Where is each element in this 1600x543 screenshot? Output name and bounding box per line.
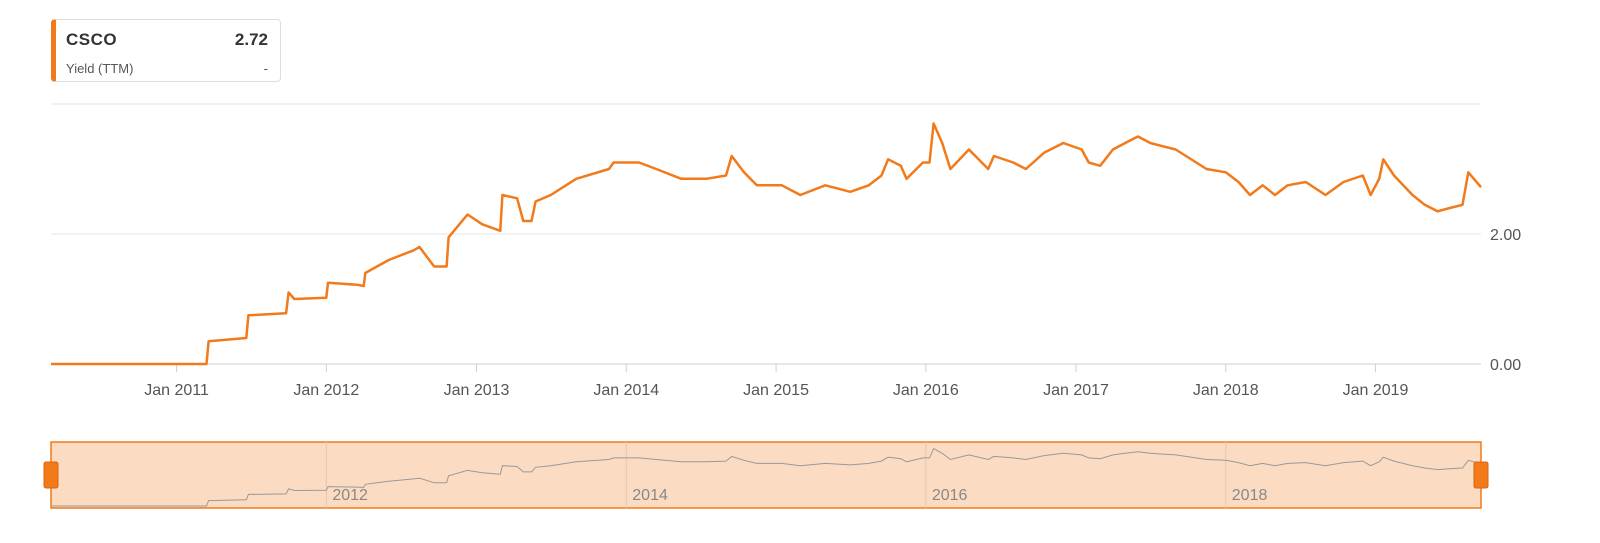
x-tick-label: Jan 2011 [144, 382, 209, 399]
x-tick-label: Jan 2018 [1193, 382, 1259, 399]
x-tick-label: Jan 2014 [593, 382, 659, 399]
navigator-tick-label: 2018 [1232, 487, 1268, 504]
x-tick-label: Jan 2019 [1343, 382, 1409, 399]
navigator-tick-label: 2014 [632, 487, 668, 504]
navigator-right-handle[interactable] [1473, 461, 1489, 489]
x-tick-label: Jan 2015 [743, 382, 809, 399]
legend-metric-value: - [263, 61, 268, 76]
x-tick-label: Jan 2012 [293, 382, 359, 399]
y-tick-label: 0.00 [1490, 357, 1521, 374]
y-tick-label: 2.00 [1490, 227, 1521, 244]
legend-symbol: CSCO [66, 30, 118, 49]
x-tick-label: Jan 2016 [893, 382, 959, 399]
x-tick-label: Jan 2013 [444, 382, 510, 399]
x-tick-label: Jan 2017 [1043, 382, 1109, 399]
grid-lines [51, 103, 1481, 365]
x-axis: Jan 2011 Jan 2012 Jan 2013 Jan 2014 Jan 2015… [144, 364, 1409, 399]
series-line-csco [51, 122, 1482, 366]
legend-metric-label: Yield (TTM) [66, 61, 134, 76]
navigator-series-line [51, 447, 1482, 507]
navigator-tick-label: 2016 [932, 487, 968, 504]
navigator-tick-label: 2012 [332, 487, 368, 504]
y-axis-labels: 0.00 2.00 [1490, 227, 1521, 374]
navigator-selection[interactable] [50, 441, 1482, 509]
navigator-left-handle[interactable] [43, 461, 59, 489]
range-navigator[interactable]: 2012 2014 2016 2018 [43, 441, 1489, 509]
legend-value: 2.72 [234, 30, 268, 49]
plot-area [51, 122, 1482, 366]
series-legend: CSCO 2.72 Yield (TTM) - [51, 19, 281, 82]
